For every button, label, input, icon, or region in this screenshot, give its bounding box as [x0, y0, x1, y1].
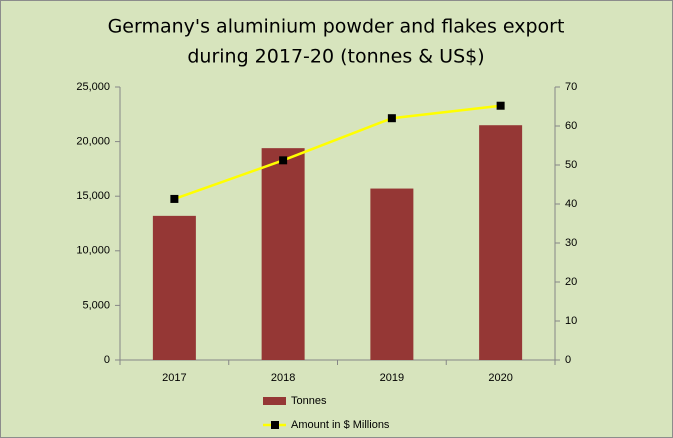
y-tick-label: 10,000 [76, 245, 110, 257]
legend-swatch [271, 421, 279, 429]
y2-tick-label: 50 [565, 159, 577, 171]
marker [170, 194, 179, 203]
y-tick-label: 20,000 [76, 136, 110, 148]
y-tick-label: 5,000 [82, 299, 110, 311]
bar [152, 215, 196, 360]
bar [370, 188, 414, 360]
y2-tick-label: 20 [565, 276, 577, 288]
y2-tick-label: 70 [565, 81, 577, 93]
marker [496, 101, 505, 110]
x-tick-label: 2018 [271, 372, 295, 384]
y2-tick-label: 60 [565, 120, 577, 132]
chart-title: during 2017-20 (tonnes & US$) [187, 46, 484, 68]
y2-tick-label: 30 [565, 237, 577, 249]
y2-tick-label: 40 [565, 198, 577, 210]
marker [279, 156, 288, 165]
y-tick-label: 15,000 [76, 190, 110, 202]
line [173, 104, 501, 201]
y-tick-label: 0 [104, 354, 110, 366]
y2-tick-label: 10 [565, 315, 577, 327]
chart-title: Germany's aluminium powder and flakes ex… [108, 16, 565, 38]
x-tick-label: 2019 [380, 372, 404, 384]
bar [261, 148, 305, 360]
legend-label: Amount in $ Millions [291, 419, 390, 431]
y-tick-label: 25,000 [76, 81, 110, 93]
legend-label: Tonnes [291, 395, 327, 407]
y2-tick-label: 0 [565, 354, 571, 366]
x-tick-label: 2017 [162, 372, 186, 384]
bar [479, 125, 523, 360]
legend-swatch [263, 397, 286, 405]
marker [387, 114, 396, 123]
x-tick-label: 2020 [488, 372, 512, 384]
